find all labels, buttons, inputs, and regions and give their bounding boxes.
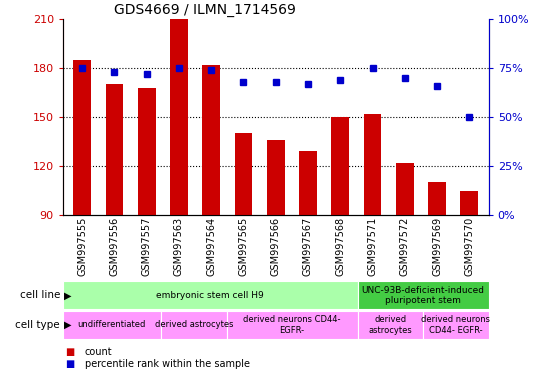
Bar bbox=[423, 311, 489, 339]
Text: count: count bbox=[85, 347, 112, 357]
Bar bbox=[73, 60, 91, 362]
Text: embryonic stem cell H9: embryonic stem cell H9 bbox=[156, 291, 264, 300]
Bar bbox=[358, 281, 489, 309]
Bar bbox=[428, 182, 446, 362]
Bar bbox=[460, 190, 478, 362]
Text: cell line: cell line bbox=[20, 290, 60, 300]
Text: GDS4669 / ILMN_1714569: GDS4669 / ILMN_1714569 bbox=[114, 3, 296, 17]
Text: derived neurons CD44-
EGFR-: derived neurons CD44- EGFR- bbox=[244, 315, 341, 334]
Bar bbox=[63, 281, 358, 309]
Bar bbox=[235, 134, 252, 362]
Bar bbox=[63, 311, 161, 339]
Bar bbox=[331, 117, 349, 362]
Text: derived
astrocytes: derived astrocytes bbox=[369, 315, 412, 334]
Text: undifferentiated: undifferentiated bbox=[78, 320, 146, 329]
Text: ▶: ▶ bbox=[64, 320, 72, 330]
Text: ■: ■ bbox=[66, 359, 75, 369]
Bar bbox=[364, 114, 382, 362]
Bar bbox=[358, 311, 423, 339]
Bar bbox=[267, 140, 284, 362]
Text: derived astrocytes: derived astrocytes bbox=[155, 320, 233, 329]
Bar bbox=[203, 65, 220, 362]
Bar bbox=[396, 163, 414, 362]
Bar bbox=[105, 84, 123, 362]
Text: ▶: ▶ bbox=[64, 290, 72, 300]
Bar bbox=[227, 311, 358, 339]
Text: UNC-93B-deficient-induced
pluripotent stem: UNC-93B-deficient-induced pluripotent st… bbox=[361, 286, 485, 305]
Text: cell type: cell type bbox=[15, 320, 60, 330]
Bar bbox=[299, 151, 317, 362]
Bar bbox=[138, 88, 156, 362]
Text: ■: ■ bbox=[66, 347, 75, 357]
Text: derived neurons
CD44- EGFR-: derived neurons CD44- EGFR- bbox=[422, 315, 490, 334]
Bar bbox=[161, 311, 227, 339]
Bar bbox=[170, 19, 188, 362]
Text: percentile rank within the sample: percentile rank within the sample bbox=[85, 359, 250, 369]
